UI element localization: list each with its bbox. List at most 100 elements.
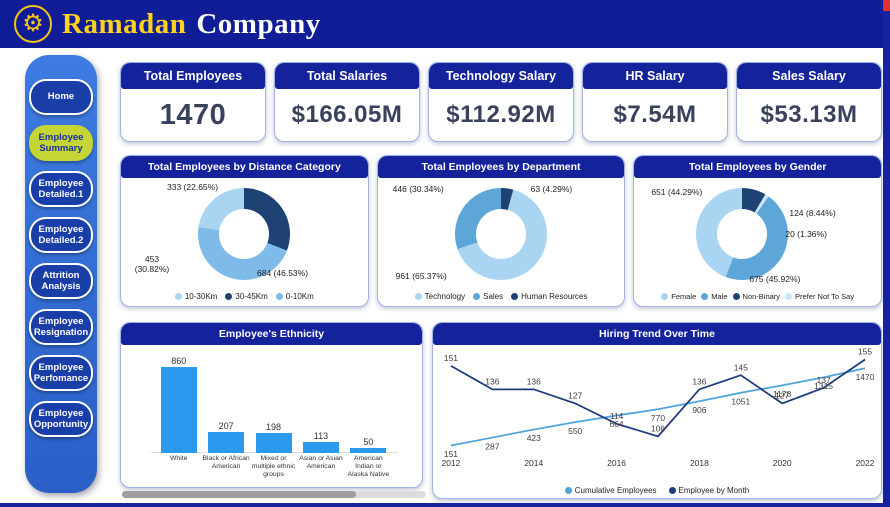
data-label: 287 bbox=[485, 441, 499, 451]
chart-legend: Female Male Non-Binary Prefer Not To Say bbox=[634, 292, 881, 301]
bar[interactable] bbox=[350, 448, 387, 453]
bar[interactable] bbox=[160, 367, 197, 453]
donut-card-distance-category[interactable]: Total Employees by Distance Category 333… bbox=[120, 155, 369, 307]
legend-item[interactable]: Human Resources bbox=[511, 292, 587, 301]
data-label: 50 bbox=[363, 437, 374, 447]
bar[interactable] bbox=[302, 442, 339, 453]
brand-secondary: Company bbox=[196, 7, 321, 40]
distance-donut-chart[interactable] bbox=[198, 188, 291, 280]
data-label: 207 bbox=[218, 421, 234, 431]
ethnicity-bar-chart-card[interactable]: Employee's Ethnicity 860 White 207 Black… bbox=[120, 322, 423, 488]
legend-dot-icon bbox=[732, 293, 740, 300]
sidebar-item-attrition-analysis[interactable]: Attrition Analysis bbox=[29, 263, 93, 299]
category-label: Mixed or multiple ethnic groups bbox=[251, 455, 296, 479]
scrollbar-thumb[interactable] bbox=[122, 491, 356, 498]
bar-black-or-african-american[interactable]: 207 Black or African American bbox=[202, 351, 249, 485]
chart-legend: 10-30Km 30-45Km 0-10Km bbox=[121, 292, 368, 301]
kpi-card-hr-salary[interactable]: HR Salary $7.54M bbox=[582, 62, 728, 142]
right-edge-strip bbox=[883, 0, 890, 507]
kpi-title: Total Employees bbox=[121, 63, 265, 89]
trend-line-chart[interactable]: 151 287 423 550 664 770 906 1051 1178 1315 1470 151… bbox=[437, 347, 877, 468]
sidebar-item-home[interactable]: Home bbox=[29, 79, 93, 115]
employee-by-month-line[interactable] bbox=[450, 358, 866, 438]
legend-dot-icon bbox=[225, 293, 233, 300]
kpi-row: Total Employees 1470 Total Salaries $166… bbox=[120, 62, 882, 142]
nav-sidebar: Home Employee Summary Employee Detailed.… bbox=[25, 55, 97, 493]
chart-title: Hiring Trend Over Time bbox=[433, 323, 881, 345]
hiring-trend-chart-card[interactable]: Hiring Trend Over Time 151 287 423 550 664 77… bbox=[432, 322, 882, 499]
cumulative-employees-line[interactable] bbox=[450, 367, 866, 447]
x-axis-tick: 2018 bbox=[690, 458, 709, 468]
data-label: 127 bbox=[568, 391, 582, 401]
legend-label: Sales bbox=[483, 292, 504, 301]
legend-label: Non-Binary bbox=[742, 292, 781, 301]
horizontal-scrollbar[interactable] bbox=[122, 491, 426, 498]
sidebar-item-employee-summary[interactable]: Employee Summary bbox=[29, 125, 93, 161]
kpi-card-total-employees[interactable]: Total Employees 1470 bbox=[120, 62, 266, 142]
x-axis-tick: 2016 bbox=[607, 458, 626, 468]
bar-asian-or-asian-american[interactable]: 113 Asian or Asian American bbox=[297, 351, 344, 485]
sidebar-item-employee-detailed-2[interactable]: Employee Detailed.2 bbox=[29, 217, 93, 253]
legend-item[interactable]: Male bbox=[701, 292, 728, 301]
bar[interactable] bbox=[208, 432, 245, 453]
sidebar-item-employee-detailed-1[interactable]: Employee Detailed.1 bbox=[29, 171, 93, 207]
legend-dot-icon bbox=[701, 293, 709, 300]
data-label: 63 (4.29%) bbox=[530, 184, 573, 194]
data-label: 446 (30.34%) bbox=[392, 184, 444, 194]
sidebar-item-employee-performance[interactable]: Employee Perfomance bbox=[29, 355, 93, 391]
legend-item-by-month[interactable]: Employee by Month bbox=[668, 486, 750, 495]
data-label: 106 bbox=[651, 424, 665, 434]
category-label: American Indian or Alaska Native bbox=[347, 455, 390, 479]
line-chart-plot[interactable]: 151 287 423 550 664 770 906 1051 1178 1315 1470 151… bbox=[437, 347, 877, 468]
bottom-edge-strip bbox=[0, 503, 890, 507]
data-label: 136 bbox=[692, 377, 706, 387]
legend-item[interactable]: Non-Binary bbox=[732, 292, 781, 301]
data-label: 151 bbox=[444, 353, 458, 363]
legend-item[interactable]: Female bbox=[661, 292, 696, 301]
bar-white[interactable]: 860 White bbox=[155, 351, 202, 485]
donut-card-gender[interactable]: Total Employees by Gender 651 (44.29%) 1… bbox=[633, 155, 883, 307]
legend-dot-icon bbox=[414, 293, 422, 300]
data-label: 770 bbox=[651, 413, 665, 423]
data-label: 860 bbox=[171, 356, 187, 366]
brand-title: Ramadan Company bbox=[62, 0, 321, 48]
bar-mixed-or-multiple[interactable]: 198 Mixed or multiple ethnic groups bbox=[250, 351, 297, 485]
legend-item[interactable]: Prefer Not To Say bbox=[785, 292, 854, 301]
chart-title: Total Employees by Distance Category bbox=[121, 156, 368, 178]
kpi-title: Technology Salary bbox=[429, 63, 573, 89]
data-label: 113 bbox=[313, 431, 329, 441]
kpi-card-total-salaries[interactable]: Total Salaries $166.05M bbox=[274, 62, 420, 142]
x-axis-tick: 2022 bbox=[856, 458, 875, 468]
legend-dot-icon bbox=[511, 293, 519, 300]
legend-dot-icon bbox=[275, 293, 283, 300]
legend-item[interactable]: 10-30Km bbox=[174, 292, 217, 301]
sidebar-item-employee-resignation[interactable]: Employee Resignation bbox=[29, 309, 93, 345]
bar-american-indian-or-alaska-native[interactable]: 50 American Indian or Alaska Native bbox=[345, 351, 392, 485]
department-donut-chart[interactable] bbox=[455, 188, 547, 280]
bar[interactable] bbox=[255, 433, 292, 453]
kpi-card-sales-salary[interactable]: Sales Salary $53.13M bbox=[736, 62, 882, 142]
kpi-value: $7.54M bbox=[613, 101, 697, 128]
legend-label: Employee by Month bbox=[678, 486, 750, 495]
app-header: ⚙ Ramadan Company bbox=[0, 0, 890, 48]
data-label: 423 bbox=[527, 433, 541, 443]
legend-item-cumulative[interactable]: Cumulative Employees bbox=[564, 486, 657, 495]
gender-donut-chart[interactable] bbox=[695, 188, 788, 280]
legend-item[interactable]: Sales bbox=[473, 292, 503, 301]
chart-legend: Technology Sales Human Resources bbox=[378, 292, 625, 301]
legend-item[interactable]: 30-45Km bbox=[225, 292, 268, 301]
x-axis-tick: 2020 bbox=[773, 458, 792, 468]
data-label: 651 (44.29%) bbox=[651, 187, 703, 197]
legend-item[interactable]: Technology bbox=[414, 292, 465, 301]
data-label: 124 (8.44%) bbox=[789, 208, 836, 218]
data-label: 20 (1.36%) bbox=[785, 229, 827, 239]
sidebar-item-employee-opportunity[interactable]: Employee Opportunity bbox=[29, 401, 93, 437]
kpi-card-technology-salary[interactable]: Technology Salary $112.92M bbox=[428, 62, 574, 142]
data-label: 684 (46.53%) bbox=[257, 268, 309, 278]
legend-item[interactable]: 0-10Km bbox=[275, 292, 314, 301]
bar-chart: 860 White 207 Black or African American … bbox=[155, 351, 392, 485]
legend-label: Male bbox=[711, 292, 728, 301]
donut-card-department[interactable]: Total Employees by Department 446 (30.34… bbox=[376, 155, 626, 307]
data-label: 664 bbox=[610, 419, 624, 429]
data-label: 1051 bbox=[731, 397, 750, 407]
